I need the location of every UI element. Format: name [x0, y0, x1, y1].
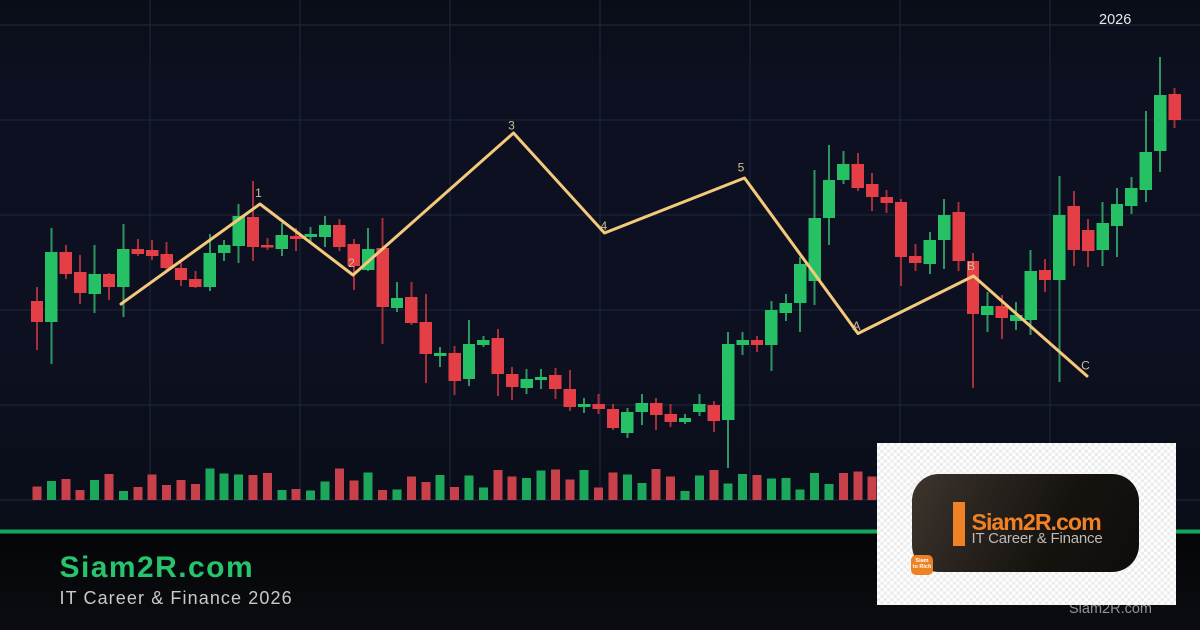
svg-text:B: B — [967, 259, 975, 273]
svg-text:A: A — [852, 319, 860, 333]
svg-text:2: 2 — [348, 256, 355, 270]
svg-text:4: 4 — [600, 219, 607, 233]
svg-text:3: 3 — [508, 119, 515, 133]
svg-text:5: 5 — [738, 161, 745, 175]
svg-text:1: 1 — [255, 186, 262, 200]
svg-text:C: C — [1081, 359, 1090, 373]
